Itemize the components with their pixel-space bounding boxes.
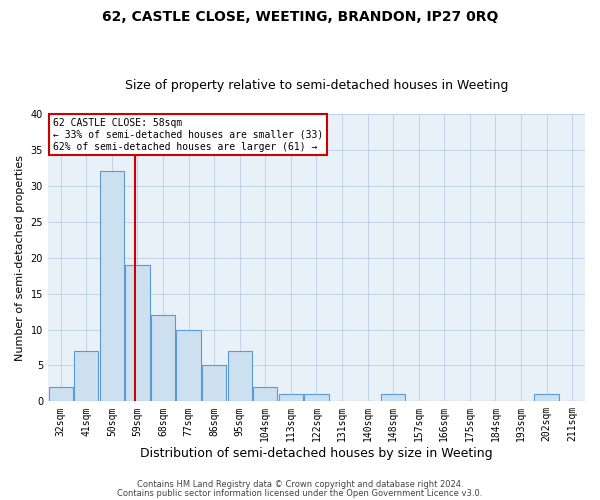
Text: 62, CASTLE CLOSE, WEETING, BRANDON, IP27 0RQ: 62, CASTLE CLOSE, WEETING, BRANDON, IP27…	[102, 10, 498, 24]
Text: Contains HM Land Registry data © Crown copyright and database right 2024.: Contains HM Land Registry data © Crown c…	[137, 480, 463, 489]
X-axis label: Distribution of semi-detached houses by size in Weeting: Distribution of semi-detached houses by …	[140, 447, 493, 460]
Bar	[176, 330, 201, 402]
Bar	[49, 387, 73, 402]
Text: Contains public sector information licensed under the Open Government Licence v3: Contains public sector information licen…	[118, 488, 482, 498]
Bar	[535, 394, 559, 402]
Bar	[125, 265, 149, 402]
Bar	[100, 172, 124, 402]
Bar	[151, 315, 175, 402]
Bar	[74, 351, 98, 402]
Y-axis label: Number of semi-detached properties: Number of semi-detached properties	[15, 154, 25, 360]
Bar	[381, 394, 406, 402]
Bar	[227, 351, 252, 402]
Bar	[202, 366, 226, 402]
Bar	[304, 394, 329, 402]
Bar	[279, 394, 303, 402]
Title: Size of property relative to semi-detached houses in Weeting: Size of property relative to semi-detach…	[125, 79, 508, 92]
Text: 62 CASTLE CLOSE: 58sqm
← 33% of semi-detached houses are smaller (33)
62% of sem: 62 CASTLE CLOSE: 58sqm ← 33% of semi-det…	[53, 118, 323, 152]
Bar	[253, 387, 277, 402]
